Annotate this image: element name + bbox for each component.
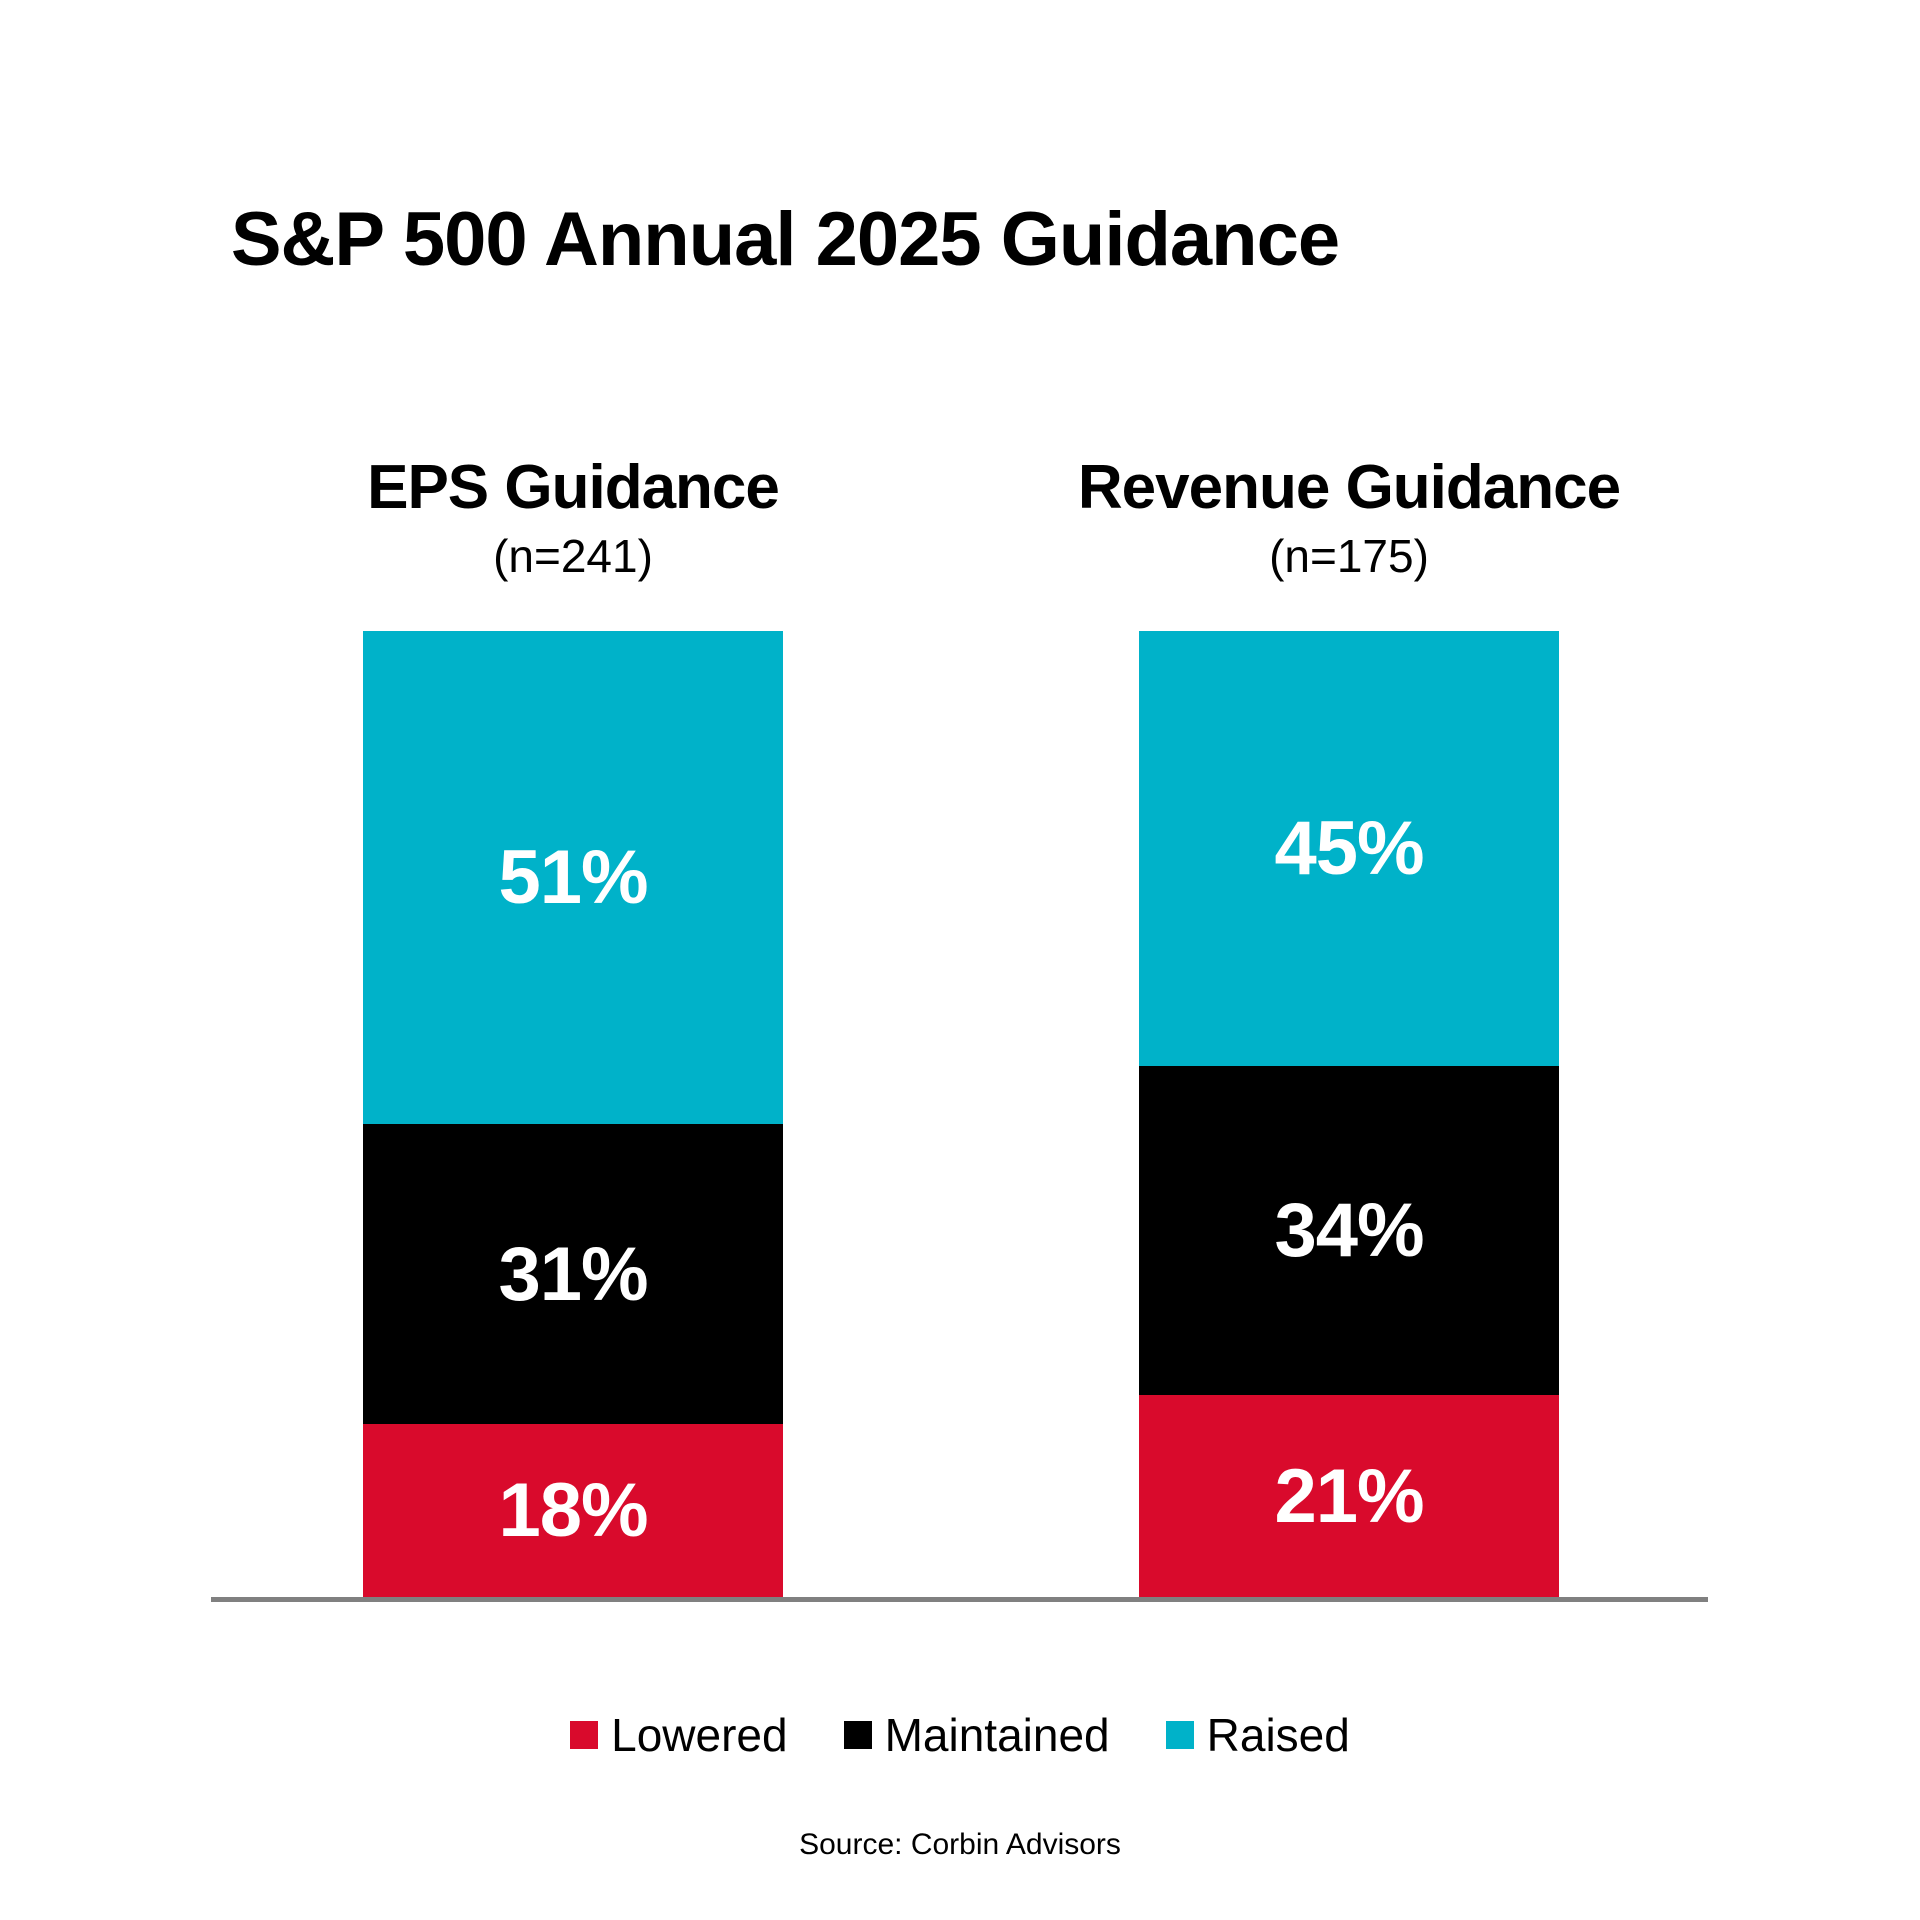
bar-segment-maintained: 34% [1139, 1066, 1559, 1395]
segment-value-label: 31% [498, 1231, 648, 1317]
bar-segment-lowered: 21% [1139, 1394, 1559, 1598]
eps-column-title: EPS Guidance [367, 453, 780, 522]
legend-label-lowered: Lowered [611, 1709, 788, 1761]
revenue-column-title: Revenue Guidance [1077, 453, 1621, 522]
segment-value-label: 21% [1274, 1453, 1424, 1539]
legend-item-raised: Raised [1165, 1709, 1350, 1761]
revenue-column-subtitle: (n=175) [1269, 530, 1429, 583]
bar-segment-raised: 51% [363, 631, 783, 1125]
bar-segment-lowered: 18% [363, 1423, 783, 1598]
revenue-stacked-bar: 45% 34% 21% [1139, 631, 1559, 1598]
source-note: Source: Corbin Advisors [799, 1828, 1121, 1861]
segment-value-label: 45% [1274, 806, 1424, 892]
legend-item-lowered: Lowered [570, 1709, 788, 1761]
segment-value-label: 51% [498, 835, 648, 921]
eps-stacked-bar: 51% 31% 18% [363, 631, 783, 1598]
bar-segment-raised: 45% [1139, 631, 1559, 1067]
legend: Lowered Maintained Raised [0, 1712, 1920, 1758]
eps-column-subtitle: (n=241) [493, 530, 653, 583]
legend-swatch-lowered [570, 1721, 599, 1749]
legend-label-raised: Raised [1206, 1709, 1350, 1761]
segment-value-label: 18% [498, 1468, 648, 1554]
legend-swatch-maintained [843, 1721, 872, 1749]
chart-title: S&P 500 Annual 2025 Guidance [230, 197, 1340, 282]
segment-value-label: 34% [1274, 1188, 1424, 1274]
x-axis-line [211, 1597, 1708, 1602]
revenue-column-header: Revenue Guidance (n=175) [1049, 452, 1649, 587]
legend-swatch-raised [1165, 1721, 1194, 1749]
bar-segment-maintained: 31% [363, 1124, 783, 1424]
legend-item-maintained: Maintained [843, 1709, 1110, 1761]
eps-column-header: EPS Guidance (n=241) [273, 452, 873, 587]
legend-label-maintained: Maintained [884, 1709, 1110, 1761]
